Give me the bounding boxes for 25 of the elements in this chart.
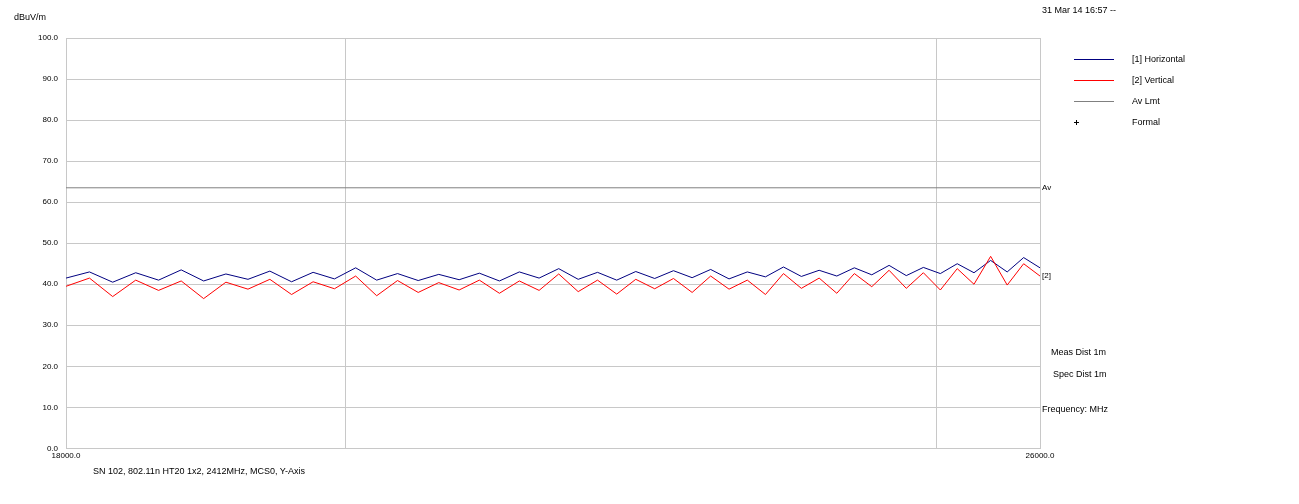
text: 31 Mar 14 16:57 -- <box>1042 5 1117 15</box>
text: SN 102, 802.11n HT20 1x2, 2412MHz, MCS0, Y-Axis <box>93 466 305 476</box>
legend-label: [1] Horizontal <box>1132 53 1186 64</box>
text: Meas Dist 1m <box>1051 347 1107 357</box>
y-tick-label: 90.0 <box>42 74 59 84</box>
y-tick-label: 30.0 <box>42 320 59 330</box>
y-tick-label: 0.0 <box>46 443 59 453</box>
y-tick-label: 10.0 <box>42 402 59 412</box>
legend-label: [2] Vertical <box>1132 74 1175 85</box>
x-tick-label: 18000.0 <box>51 451 82 461</box>
x-axis-title: Frequency: MHz <box>1042 404 1109 414</box>
annotation: Av <box>1042 183 1052 192</box>
legend-label: Formal <box>1132 116 1161 127</box>
y-tick-label: 40.0 <box>42 279 59 289</box>
y-axis-title: dBuV/m <box>14 12 47 22</box>
y-tick-label: 50.0 <box>42 238 59 248</box>
x-tick-label: 26000.0 <box>1025 451 1056 461</box>
text: Spec Dist 1m <box>1053 369 1107 379</box>
legend-label: Av Lmt <box>1132 95 1160 106</box>
y-tick-label: 100.0 <box>37 33 59 43</box>
y-tick-label: 60.0 <box>42 197 59 207</box>
y-tick-label: 20.0 <box>42 361 59 371</box>
y-tick-label: 80.0 <box>42 115 59 125</box>
annotation: [2] <box>1042 271 1051 281</box>
y-tick-label: 70.0 <box>42 156 59 166</box>
